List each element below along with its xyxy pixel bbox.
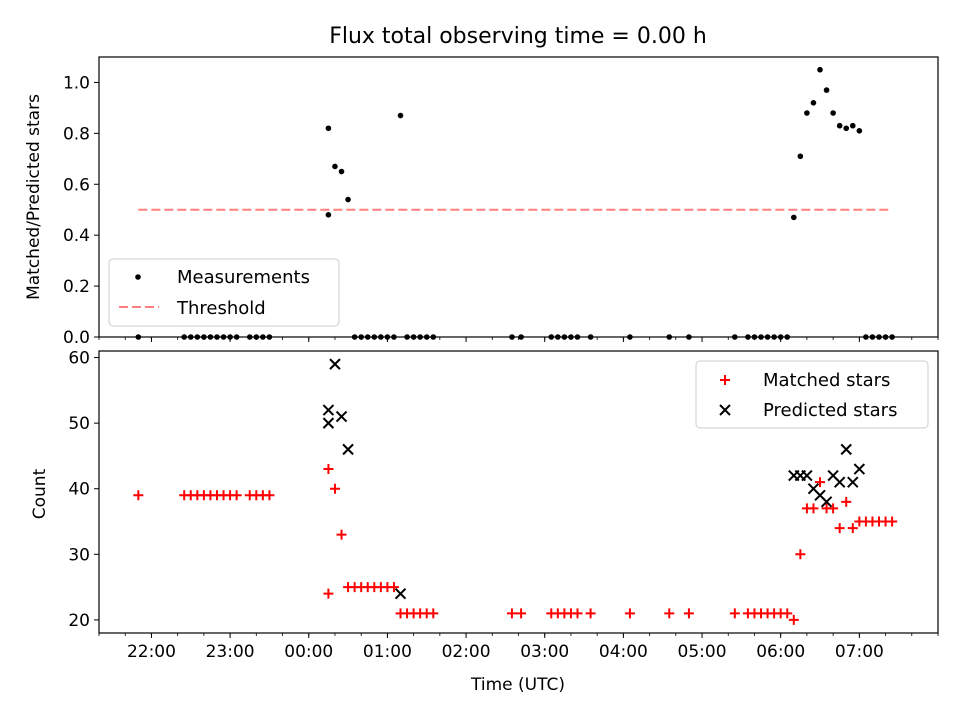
top-y-tick-label: 0.4 [63, 226, 90, 246]
matched-star-marker [336, 529, 347, 540]
measurement-point [338, 168, 345, 175]
measurement-point [817, 66, 823, 73]
measurement-point [790, 214, 797, 221]
bottom-axes-frame [98, 350, 939, 634]
x-tick-label: 01:00 [363, 642, 412, 662]
legend-measurements-marker [135, 274, 141, 280]
measurement-point [843, 125, 850, 132]
measurement-point [830, 110, 836, 116]
bottom-y-tick-label: 40 [68, 480, 90, 500]
matched-star-marker [133, 490, 144, 501]
top-y-tick-label: 0.6 [63, 175, 90, 195]
matched-star-marker [585, 608, 596, 619]
predicted-star-marker [342, 443, 354, 456]
matched-star-marker [815, 477, 826, 488]
x-tick-label: 22:00 [127, 642, 176, 662]
measurement-point [332, 163, 338, 170]
measurement-point [797, 153, 804, 160]
measurement-point [325, 212, 332, 218]
top-y-tick-label: 1.0 [63, 73, 90, 93]
bottom-y-tick-label: 30 [68, 545, 90, 565]
matched-star-marker [841, 496, 852, 507]
top-axes-frame [98, 56, 939, 338]
measurement-point [325, 125, 332, 132]
top-y-tick-label: 0.2 [63, 277, 90, 297]
legend-threshold-label: Threshold [176, 298, 266, 319]
x-axis-label: Time (UTC) [470, 675, 565, 695]
predicted-star-marker [329, 358, 341, 370]
matched-star-marker [506, 608, 517, 619]
matched-star-marker [624, 608, 635, 619]
measurement-point [345, 196, 351, 203]
measurement-point [823, 87, 830, 93]
top-legend: Measurements Threshold [108, 258, 340, 327]
predicted-star-marker [820, 496, 833, 508]
x-tick-label: 05:00 [678, 642, 727, 662]
bottom-y-tick-label: 20 [68, 611, 90, 631]
matched-star-marker [323, 464, 334, 475]
matched-star-marker [572, 608, 583, 619]
predicted-star-marker [394, 587, 407, 600]
top-subplot: 0.0 0.2 0.4 0.6 0.8 1.0 [63, 56, 939, 348]
predicted-star-marker [833, 476, 846, 488]
top-y-tick-label: 0.8 [63, 124, 90, 144]
matched-star-marker [664, 608, 675, 619]
matched-star-marker [788, 614, 799, 625]
predicted-star-marker [322, 417, 335, 429]
matched-star-marker [516, 608, 527, 619]
matched-star-marker [683, 608, 694, 619]
predicted-star-marker [840, 443, 852, 456]
measurement-point [810, 100, 817, 106]
matched-star-marker [782, 608, 793, 619]
legend-predicted-marker [719, 404, 731, 416]
predicted-star-marker [335, 410, 348, 423]
measurement-point [849, 122, 856, 129]
predicted-star-marker [853, 463, 866, 475]
bottom-subplot: 22:00 23:00 00:00 01:00 02:00 03:00 04:00 05:00… [68, 349, 939, 662]
x-tick-label: 02:00 [442, 642, 491, 662]
bottom-y-tick-label: 60 [68, 349, 90, 369]
measurement-point [856, 128, 863, 134]
measurement-point [804, 110, 810, 116]
matched-star-marker [388, 582, 399, 593]
measurement-point [836, 122, 843, 129]
legend-measurements-label: Measurements [177, 267, 310, 288]
bottom-legend-box [695, 360, 929, 429]
predicted-star-marker [322, 404, 335, 416]
x-tick-label: 04:00 [599, 642, 648, 662]
measurement-point [397, 112, 404, 119]
bottom-legend: Matched stars Predicted stars [695, 360, 929, 429]
x-tick-label: 06:00 [756, 642, 805, 662]
legend-predicted-label: Predicted stars [763, 400, 897, 421]
bottom-y-tick-label: 50 [68, 414, 90, 434]
bottom-y-axis-label: Count [30, 468, 50, 519]
matched-star-marker [329, 483, 340, 494]
matched-star-marker [428, 608, 439, 619]
x-tick-label: 07:00 [835, 642, 884, 662]
matched-star-marker [887, 516, 898, 527]
matched-star-marker [231, 490, 242, 501]
predicted-star-marker [801, 469, 813, 482]
top-y-axis-label: Matched/Predicted stars [24, 94, 44, 300]
matched-star-marker [795, 549, 806, 560]
matched-star-marker [323, 588, 334, 599]
top-legend-box [108, 258, 340, 327]
matched-star-marker [828, 503, 839, 514]
legend-matched-label: Matched stars [763, 370, 890, 391]
matched-star-marker [847, 523, 858, 534]
matched-star-marker [264, 490, 275, 501]
legend-matched-marker [720, 375, 730, 385]
x-tick-label: 03:00 [520, 642, 569, 662]
matched-star-marker [808, 503, 819, 514]
predicted-star-marker [847, 476, 859, 488]
matched-star-marker [729, 608, 740, 619]
x-tick-label: 00:00 [284, 642, 333, 662]
top-y-tick-label: 0.0 [63, 328, 90, 348]
x-tick-label: 23:00 [206, 642, 255, 662]
matched-star-marker [834, 523, 845, 534]
chart-title: Flux total observing time = 0.00 h [329, 24, 707, 49]
